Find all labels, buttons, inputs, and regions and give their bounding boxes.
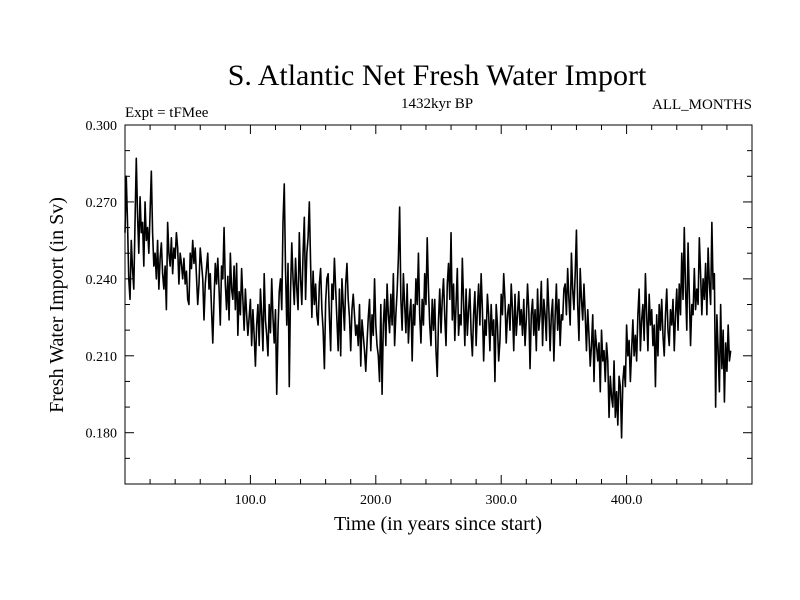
y-tick-label: 0.240: [86, 273, 118, 288]
months-label: ALL_MONTHS: [652, 97, 752, 113]
axis-ticks: [125, 125, 752, 484]
series-layer: [124, 157, 732, 439]
y-tick-label: 0.180: [86, 427, 118, 442]
y-tick-label: 0.210: [86, 350, 118, 365]
experiment-label: Expt = tFMee: [125, 105, 209, 121]
y-axis-label: Fresh Water Import (in Sv): [46, 197, 68, 413]
x-axis-label: Time (in years since start): [334, 513, 542, 535]
x-tick-label: 100.0: [235, 493, 267, 508]
x-tick-label: 300.0: [485, 493, 517, 508]
y-tick-label: 0.300: [86, 119, 118, 134]
x-tick-label: 200.0: [360, 493, 392, 508]
x-tick-label: 400.0: [611, 493, 643, 508]
period-label: 1432kyr BP: [401, 96, 473, 112]
series-line: [124, 157, 732, 439]
y-tick-label: 0.270: [86, 196, 118, 211]
chart-title: S. Atlantic Net Fresh Water Import: [228, 59, 647, 92]
tick-labels: 100.0 200.0 300.0 400.0 0.180 0.210 0.240 0.270…: [86, 119, 643, 508]
